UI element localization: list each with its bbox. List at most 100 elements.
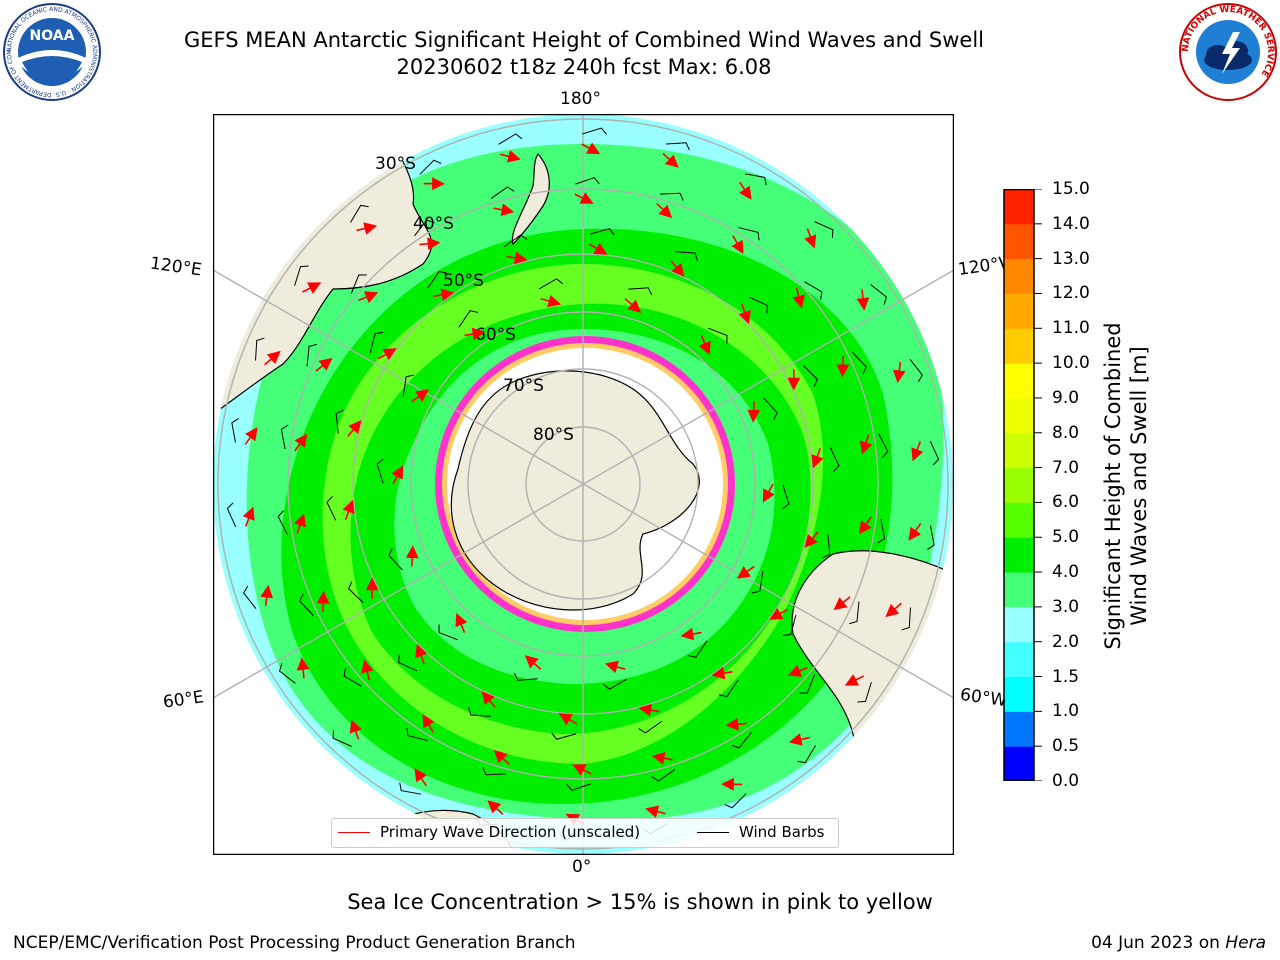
- polar-map: 30°S 40°S 50°S 60°S 70°S 80°S: [212, 113, 955, 856]
- wave-direction-arrow: [588, 242, 608, 255]
- wave-direction-arrow: [908, 523, 922, 541]
- wind-barb: [399, 782, 422, 795]
- wind-barb: [852, 352, 867, 375]
- wind-barb: [822, 534, 831, 559]
- colorbar-segment: [1004, 676, 1034, 712]
- noaa-logo: NOAA NATIONAL OCEANIC AND ATMOSPHERIC AD…: [0, 0, 102, 102]
- colorbar-segment: [1004, 397, 1034, 434]
- map-frame: [212, 113, 955, 856]
- wind-barb: [458, 310, 479, 328]
- wave-direction-arrow: [638, 703, 660, 717]
- colorbar-segment: [1004, 502, 1034, 538]
- lon-label-60e: 60°E: [161, 687, 206, 713]
- wave-direction-arrow: [736, 565, 755, 579]
- legend-swatch-black-line: [697, 832, 729, 833]
- colorbar-tick-label: 5.0: [1052, 527, 1080, 548]
- wave-direction-arrow: [558, 713, 578, 726]
- colorbar-tick-label: 6.0: [1052, 492, 1080, 513]
- wind-barb: [708, 327, 728, 344]
- wave-direction-arrow: [415, 643, 428, 665]
- colorbar-tick-label: 14.0: [1052, 213, 1090, 234]
- wind-barb: [870, 284, 887, 305]
- wave-direction-arrow: [422, 714, 435, 733]
- meridian-60e-120w: [212, 269, 955, 699]
- wave-direction-arrow: [500, 150, 521, 163]
- wave-direction-arrow: [574, 192, 594, 204]
- wind-barb: [231, 418, 239, 443]
- colorbar-segment: [1004, 711, 1034, 747]
- wave-direction-arrow: [670, 260, 685, 277]
- wind-barb: [878, 433, 889, 458]
- colorbar-segment: [1004, 432, 1034, 469]
- wind-barb: [877, 518, 886, 544]
- wind-barb: [590, 228, 615, 236]
- wave-direction-arrow: [342, 499, 355, 520]
- wind-barb: [406, 727, 428, 741]
- legend-item-wave-direction: Primary Wave Direction (unscaled): [338, 823, 640, 841]
- colorbar-tick-label: 12.0: [1052, 283, 1090, 304]
- wind-barb: [797, 745, 816, 764]
- wave-direction-arrow: [892, 362, 906, 384]
- wind-barb: [513, 672, 538, 681]
- colorbar-label-line1: Significant Height of Combined: [1101, 322, 1125, 650]
- wind-barb: [582, 127, 607, 135]
- wind-barb: [782, 484, 790, 510]
- wind-barb: [279, 663, 296, 684]
- wind-barb: [226, 502, 237, 528]
- colorbar-tick-label: 3.0: [1052, 596, 1080, 617]
- wind-barb: [332, 730, 352, 747]
- wave-direction-arrow: [662, 152, 679, 168]
- wind-barb: [306, 343, 317, 367]
- wind-barb: [402, 374, 415, 397]
- colorbar-segment: [1004, 223, 1034, 260]
- chart-subtitle: 20230602 t18z 240h fcst Max: 6.08: [396, 55, 772, 79]
- wave-direction-arrow: [315, 357, 333, 372]
- wave-direction-arrow: [698, 335, 711, 355]
- wind-barb: [388, 547, 403, 571]
- wave-direction-arrow: [859, 434, 873, 455]
- lat-label-50s: 50°S: [443, 271, 484, 291]
- colorbar-segment: [1004, 189, 1034, 225]
- wave-direction-arrow: [506, 251, 528, 265]
- wave-direction-arrow: [493, 203, 515, 217]
- wind-barb: [782, 615, 797, 636]
- colorbar-tick-label: 1.5: [1052, 666, 1080, 687]
- wind-barb: [660, 192, 684, 201]
- wave-direction-arrow: [481, 691, 496, 708]
- noaa-logo-text: NOAA: [30, 28, 75, 44]
- wave-direction-arrow: [377, 348, 397, 361]
- wind-barb: [738, 227, 760, 241]
- wave-direction-arrow: [433, 288, 455, 302]
- wave-direction-arrows: [242, 142, 924, 826]
- wave-direction-arrow: [731, 235, 744, 254]
- wind-barb: [280, 424, 289, 450]
- wave-direction-arrow: [358, 291, 379, 304]
- colorbar-tick-label: 2.0: [1052, 631, 1080, 652]
- wave-direction-arrow: [604, 660, 626, 674]
- wind-barb: [398, 654, 418, 672]
- wind-barb: [666, 142, 690, 151]
- wave-direction-arrow: [836, 356, 850, 378]
- wind-barb: [901, 607, 911, 631]
- wave-direction-arrow: [645, 805, 666, 818]
- wave-direction-arrow: [769, 607, 789, 620]
- lat-label-30s: 30°S: [375, 154, 416, 174]
- colorbar-tick-label: 0.5: [1052, 736, 1080, 757]
- wave-direction-arrow: [524, 655, 542, 670]
- colorbar: [1003, 189, 1042, 781]
- wind-barb: [602, 678, 627, 690]
- wave-direction-arrow: [792, 287, 805, 309]
- wave-direction-arrow: [711, 666, 733, 680]
- lat-label-40s: 40°S: [413, 214, 454, 234]
- wind-barb: [802, 364, 818, 387]
- legend-label-wind-barbs: Wind Barbs: [739, 823, 825, 841]
- colorbar-tick-label: 13.0: [1052, 248, 1090, 269]
- wave-direction-arrow: [264, 350, 281, 366]
- wave-direction-arrow: [411, 389, 430, 403]
- wind-barb: [503, 234, 528, 248]
- wave-direction-arrow: [885, 602, 902, 618]
- wind-barb: [718, 679, 739, 698]
- colorbar-segment: [1004, 641, 1034, 678]
- date-text: 04 Jun 2023 on Hera: [1091, 933, 1266, 953]
- colorbar-segment: [1004, 258, 1034, 294]
